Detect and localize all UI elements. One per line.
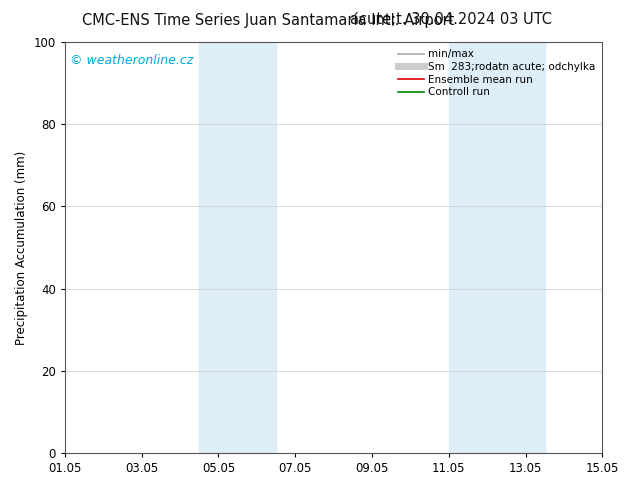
Bar [199,42,276,453]
Text: CMC-ENS Time Series Juan Santamaría Intl. Airport: CMC-ENS Time Series Juan Santamaría Intl… [82,12,455,28]
Legend: min/max, Sm  283;rodatn acute; odchylka, Ensemble mean run, Controll run: min/max, Sm 283;rodatn acute; odchylka, … [396,47,597,99]
Bar [449,42,545,453]
Text: © weatheronline.cz: © weatheronline.cz [70,54,193,68]
Y-axis label: Precipitation Accumulation (mm): Precipitation Accumulation (mm) [15,150,28,344]
Text: acute;t. 30.04.2024 03 UTC: acute;t. 30.04.2024 03 UTC [349,12,552,27]
